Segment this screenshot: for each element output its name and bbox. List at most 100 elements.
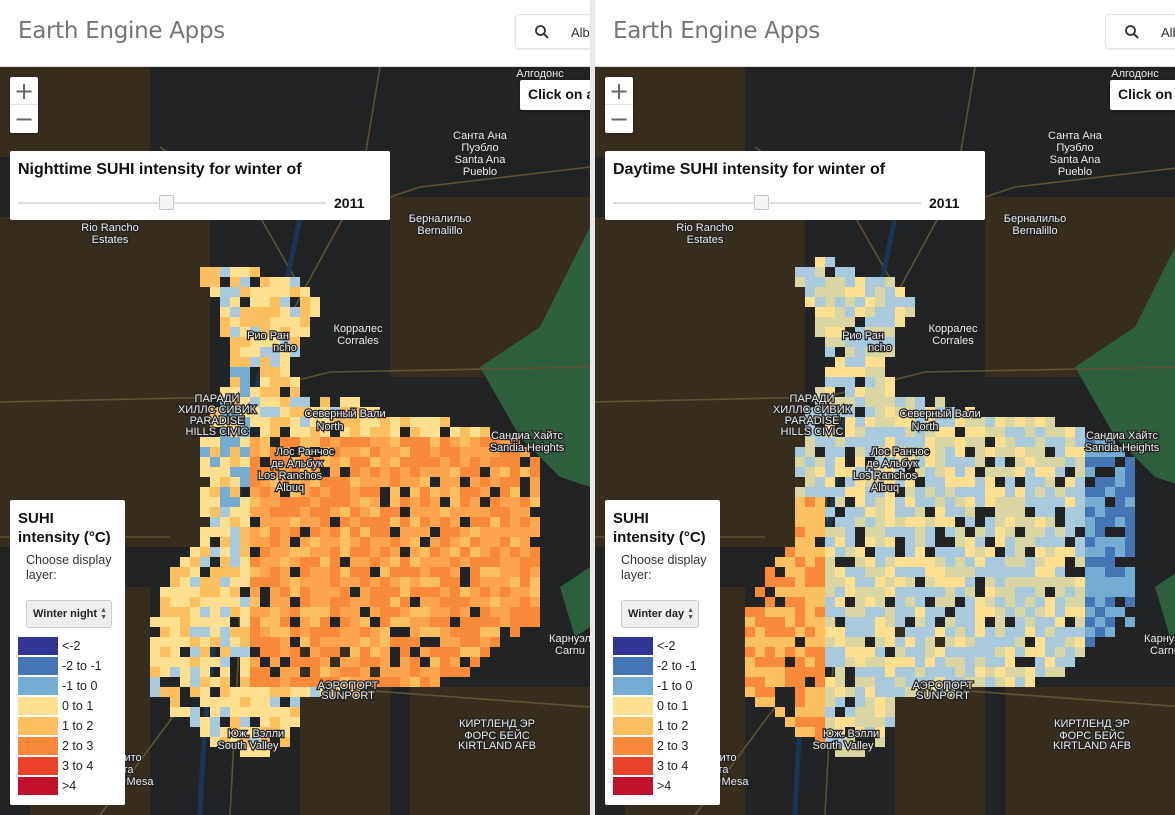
suhi-cell xyxy=(380,637,390,647)
suhi-cell xyxy=(220,327,230,337)
suhi-cell xyxy=(260,567,270,577)
search-icon[interactable] xyxy=(533,23,551,41)
suhi-cell xyxy=(470,517,480,527)
zoom-in-button[interactable]: + xyxy=(605,77,633,105)
suhi-cell xyxy=(845,587,855,597)
search-text[interactable]: Alb xyxy=(571,25,590,40)
suhi-cell xyxy=(510,557,520,567)
suhi-cell xyxy=(180,657,190,667)
suhi-cell xyxy=(1005,637,1015,647)
map-label: SUNPORT xyxy=(321,690,375,702)
suhi-cell xyxy=(320,447,330,457)
suhi-cell xyxy=(1115,587,1125,597)
year-slider-thumb[interactable] xyxy=(158,195,174,210)
suhi-cell xyxy=(300,517,310,527)
suhi-cell xyxy=(805,507,815,517)
suhi-cell xyxy=(885,637,895,647)
suhi-cell xyxy=(480,537,490,547)
suhi-cell xyxy=(885,347,895,357)
suhi-cell xyxy=(905,437,915,447)
suhi-cell xyxy=(420,527,430,537)
road xyxy=(319,686,590,708)
select-arrows-icon[interactable]: ▲ ▼ xyxy=(100,607,107,621)
zoom-out-button[interactable]: − xyxy=(13,105,35,133)
suhi-cell xyxy=(1005,587,1015,597)
suhi-cell xyxy=(510,607,520,617)
search-box[interactable]: Alb xyxy=(515,14,590,49)
suhi-cell xyxy=(895,597,905,607)
suhi-cell xyxy=(805,297,815,307)
suhi-cell xyxy=(300,437,310,447)
suhi-cell xyxy=(825,377,835,387)
zoom-out-button[interactable]: − xyxy=(608,105,630,133)
suhi-cell xyxy=(1035,577,1045,587)
suhi-cell xyxy=(370,677,380,687)
suhi-cell xyxy=(250,327,260,337)
layer-select-value[interactable]: Winter night xyxy=(33,608,98,620)
suhi-cell xyxy=(865,587,875,597)
suhi-cell xyxy=(905,527,915,537)
suhi-cell xyxy=(825,537,835,547)
suhi-cell xyxy=(1015,567,1025,577)
suhi-cell xyxy=(815,317,825,327)
suhi-cell xyxy=(1055,437,1065,447)
suhi-cell xyxy=(300,287,310,297)
suhi-cell xyxy=(480,607,490,617)
suhi-cell xyxy=(230,527,240,537)
suhi-cell xyxy=(290,477,300,487)
suhi-cell xyxy=(410,437,420,447)
suhi-cell xyxy=(885,707,895,717)
suhi-cell xyxy=(240,547,250,557)
map-label: PARADISE xyxy=(190,415,245,427)
suhi-cell xyxy=(885,667,895,677)
suhi-cell xyxy=(1105,597,1115,607)
suhi-cell xyxy=(380,617,390,627)
suhi-cell xyxy=(250,407,260,417)
suhi-cell xyxy=(430,537,440,547)
suhi-cell xyxy=(220,487,230,497)
map-view[interactable]: Алгодонс Санта Ана Пуэбло Santa Ana Pueblo Бе… xyxy=(0,67,590,815)
suhi-cell xyxy=(895,437,905,447)
suhi-cell xyxy=(230,457,240,467)
suhi-cell xyxy=(965,667,975,677)
suhi-cell xyxy=(755,607,765,617)
suhi-cell xyxy=(845,527,855,537)
suhi-cell xyxy=(915,617,925,627)
suhi-cell xyxy=(1015,647,1025,657)
suhi-cell xyxy=(240,447,250,457)
suhi-cell xyxy=(370,587,380,597)
layer-select[interactable]: Winter night ▲ ▼ xyxy=(26,600,112,628)
map-label: Carnu xyxy=(1150,645,1175,657)
suhi-cell xyxy=(280,367,290,377)
search-icon[interactable] xyxy=(1123,23,1141,41)
suhi-cell xyxy=(300,497,310,507)
suhi-cell xyxy=(490,557,500,567)
suhi-cell xyxy=(330,437,340,447)
suhi-cell xyxy=(410,577,420,587)
suhi-cell xyxy=(280,577,290,587)
search-box[interactable]: Alb xyxy=(1105,14,1175,49)
suhi-cell xyxy=(845,347,855,357)
suhi-cell xyxy=(795,697,805,707)
suhi-cell xyxy=(995,417,1005,427)
suhi-cell xyxy=(865,347,875,357)
suhi-cell xyxy=(835,277,845,287)
search-text[interactable]: Alb xyxy=(1161,25,1175,40)
suhi-cell xyxy=(905,447,915,457)
suhi-cell xyxy=(260,277,270,287)
suhi-cell xyxy=(905,457,915,467)
suhi-cell xyxy=(210,617,220,627)
layer-select-value[interactable]: Winter day xyxy=(628,608,685,620)
suhi-cell xyxy=(855,677,865,687)
suhi-cell xyxy=(1105,617,1115,627)
layer-select[interactable]: Winter day ▲ ▼ xyxy=(621,600,699,628)
suhi-cell xyxy=(250,627,260,637)
suhi-cell xyxy=(190,687,200,697)
select-arrows-icon[interactable]: ▲ ▼ xyxy=(687,607,694,621)
year-slider-thumb[interactable] xyxy=(753,195,769,210)
suhi-cell xyxy=(865,507,875,517)
zoom-in-button[interactable]: + xyxy=(10,77,38,105)
suhi-cell xyxy=(500,477,510,487)
suhi-cell xyxy=(160,617,170,627)
